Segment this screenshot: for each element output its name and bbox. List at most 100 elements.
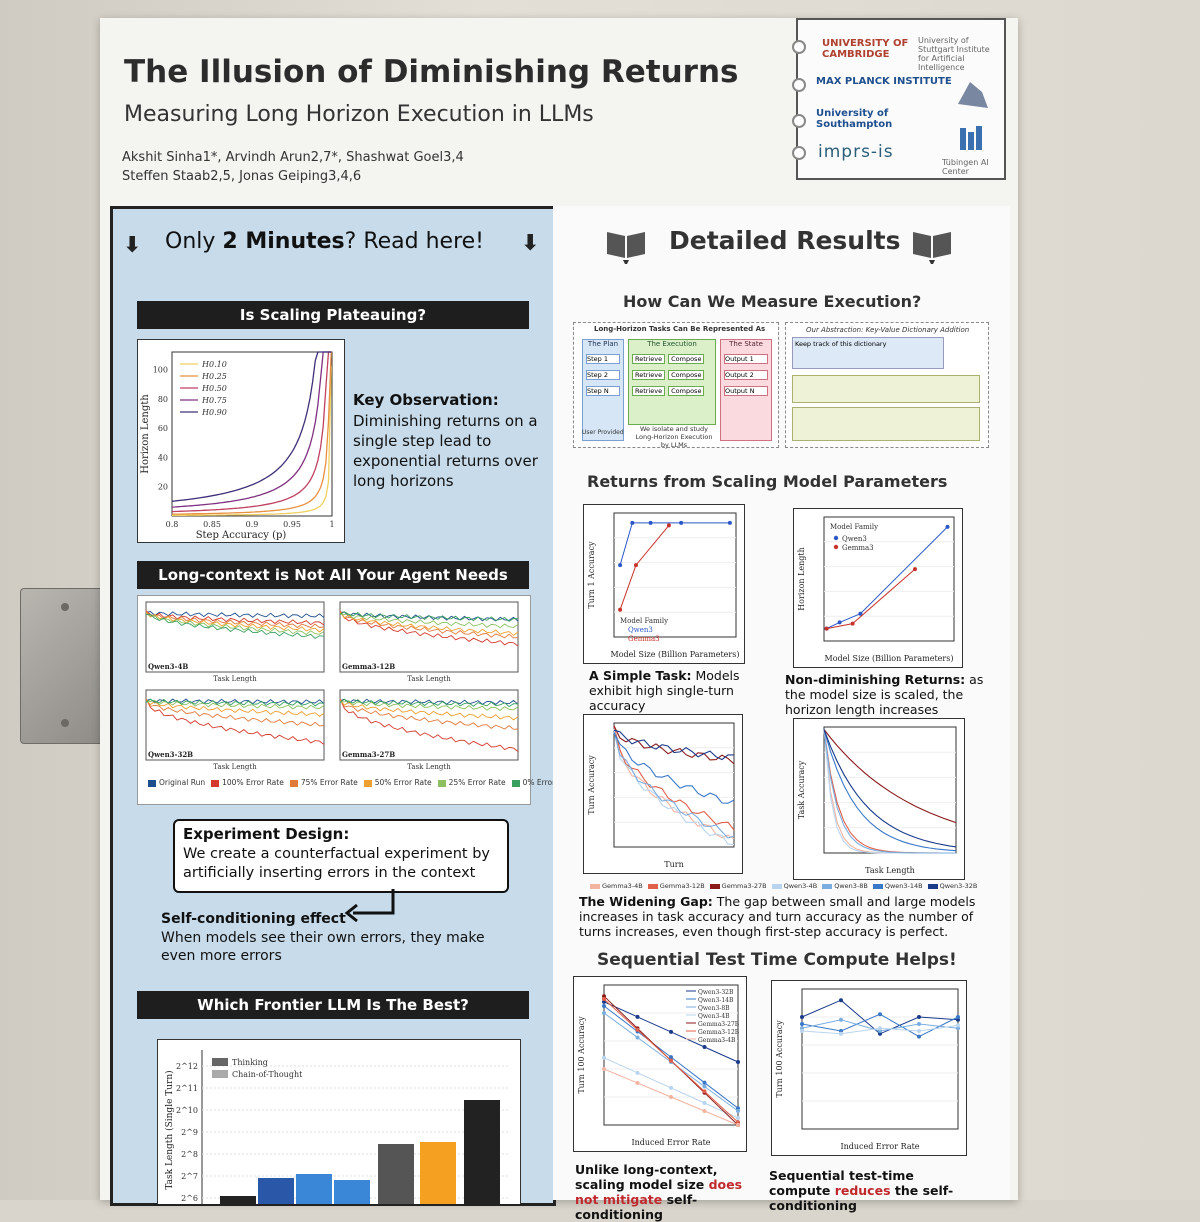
legend-swatch [647, 883, 658, 889]
caption-simple-task: A Simple Task: Models exhibit high singl… [589, 668, 749, 713]
turn1-accuracy-svg: Model Size (Billion Parameters) Turn 1 Ac… [587, 512, 739, 659]
horizon-plot-svg: 20 40 60 80 100 0.8 0.85 0.9 0.95 1 Step Accuracy … [140, 351, 335, 541]
ttc-plot-2: Induced Error Rate Turn 100 Accuracy [771, 980, 967, 1156]
y-tick-label: 2^12 [176, 1062, 198, 1071]
gap-legend: Gemma3-4B Gemma3-12B Gemma3-27B Qwen3-4B Qwe… [585, 882, 977, 890]
curve-h010 [172, 366, 332, 516]
legend-swatch [833, 535, 839, 541]
poster-authors: Akshit Sinha1*, Arvindh Arun2,7*, Shashw… [122, 148, 512, 186]
x-axis-label: Step Accuracy (p) [196, 530, 287, 541]
turn-accuracy-plot: Turn Turn Accuracy [583, 714, 743, 874]
legend-label: Gemma3-12B [659, 882, 705, 890]
poster-title: The Illusion of Diminishing Returns [124, 54, 739, 90]
grid-legend: Original Run 100% Error Rate 75% Error Rat… [142, 778, 575, 787]
x-tick-label: 0.95 [283, 520, 301, 529]
y-tick-label: 20 [158, 483, 168, 492]
legend-label: H0.10 [201, 360, 227, 369]
self-conditioning-text: When models see their own errors, they m… [161, 930, 485, 964]
screw-icon [61, 603, 69, 611]
y-axis-label: Turn Accuracy [587, 755, 596, 815]
turn-1-box [792, 375, 980, 403]
grid-series-line [145, 613, 325, 635]
caption-non-diminishing: Non-diminishing Returns: as the model si… [785, 672, 985, 717]
y-axis-label: Horizon Length [140, 394, 151, 474]
series-line [603, 998, 739, 1123]
book-icon [607, 232, 645, 264]
legend-label: Qwen3-14B [884, 882, 923, 890]
grid-series-line [339, 610, 519, 639]
x-tick-label: 0.85 [203, 520, 221, 529]
bar [420, 1142, 456, 1204]
isolate-text: We isolate and study Long-Horizon Execut… [635, 425, 713, 449]
x-axis-label: Induced Error Rate [840, 1142, 919, 1151]
caption-scaling-size: Unlike long-context, scaling model size … [575, 1162, 765, 1222]
series-line [613, 731, 735, 839]
legend-swatch [709, 883, 720, 889]
experiment-text: We create a counterfactual experiment by… [183, 846, 490, 881]
hexagon-logo-icon [958, 82, 988, 108]
legend-label: Qwen3-4B [698, 1013, 730, 1020]
series-line [619, 525, 670, 610]
tuebingen-icon [960, 126, 982, 150]
legend-label: 25% Error Rate [448, 778, 506, 787]
y-tick-label: 80 [158, 395, 168, 404]
horizon-length-svg: Model Size (Billion Parameters) Horizon L… [797, 516, 955, 663]
ttc-head: Sequential Test Time Compute Helps! [597, 950, 957, 970]
legend-label: Qwen3-4B [783, 882, 818, 890]
legend-swatch [211, 779, 220, 787]
series-line [826, 526, 948, 630]
grid-series-line [339, 613, 519, 629]
x-axis-label: Model Size (Billion Parameters) [825, 654, 954, 663]
grid-x-label: Task Length [213, 763, 257, 771]
scaling-params-head: Returns from Scaling Model Parameters [587, 472, 948, 491]
legend-label: H0.25 [201, 372, 227, 381]
ttc-plot-1-svg: Induced Error Rate Turn 100 Accuracy Qwen3… [577, 984, 740, 1147]
grid-series-line [145, 614, 325, 639]
series-line [801, 1019, 959, 1032]
keep-track-text: Keep track of this dictionary [795, 340, 887, 348]
y-tick-label: 2^7 [181, 1172, 198, 1181]
turn-accuracy-svg: Turn Turn Accuracy [587, 722, 735, 869]
authors-line-2: Steffen Staab2,5, Jonas Geiping3,4,6 [122, 169, 362, 184]
section-frontier-llm: Which Frontier LLM Is The Best? [137, 991, 529, 1019]
series-line [613, 732, 735, 804]
retrieve-label: Retrieve [632, 370, 666, 380]
y-tick-label: 2^9 [181, 1128, 198, 1137]
y-tick-label: 2^10 [176, 1106, 198, 1115]
tuebingen-logo: Tübingen AI Center [942, 158, 989, 176]
exec-row: Retrieve Compose [632, 354, 712, 364]
plan-label: The Plan [587, 340, 619, 348]
horizon-length-plot: Model Size (Billion Parameters) Horizon L… [793, 508, 963, 668]
bar [296, 1174, 332, 1204]
series-line [801, 999, 959, 1035]
legend-swatch [289, 779, 298, 787]
plot-frame [613, 722, 735, 848]
legend-swatch [872, 883, 883, 889]
southampton-logo: University of Southampton [816, 108, 893, 130]
long-horizon-diagram: Long-Horizon Tasks Can Be Represented As… [573, 322, 779, 449]
turn-2-box [792, 407, 980, 441]
pin-icon [792, 40, 806, 54]
arrow-down-icon: ⬇ [521, 231, 540, 256]
header-bold: 2 Minutes [222, 229, 345, 254]
x-axis-label: Task Length [865, 866, 915, 875]
pin-icon [792, 146, 806, 160]
exec-row: Retrieve Compose [632, 386, 712, 396]
stuttgart-logo: University of Stuttgart Institute for Ar… [918, 36, 990, 72]
retrieve-label: Retrieve [632, 386, 666, 396]
series-line [603, 1068, 739, 1126]
frontier-bar-chart: 2^6 2^7 2^8 2^9 2^10 2^11 2^12 Task Length (Sin… [157, 1039, 521, 1204]
caption-c-text: The gap between small and large models i… [579, 894, 976, 939]
series-line [823, 729, 957, 824]
legend-swatch [590, 883, 600, 889]
grid-series-line [145, 698, 325, 745]
legend-swatch [212, 1058, 228, 1066]
step-n: Step N [586, 386, 620, 396]
series-line [823, 729, 957, 848]
legend-title: Model Family [620, 617, 668, 625]
series-line [613, 729, 734, 761]
grid-series-line [339, 699, 519, 721]
header-suffix: ? Read here! [344, 229, 484, 254]
y-axis-label: Turn 100 Accuracy [577, 1016, 586, 1094]
curve-h075 [171, 351, 332, 508]
